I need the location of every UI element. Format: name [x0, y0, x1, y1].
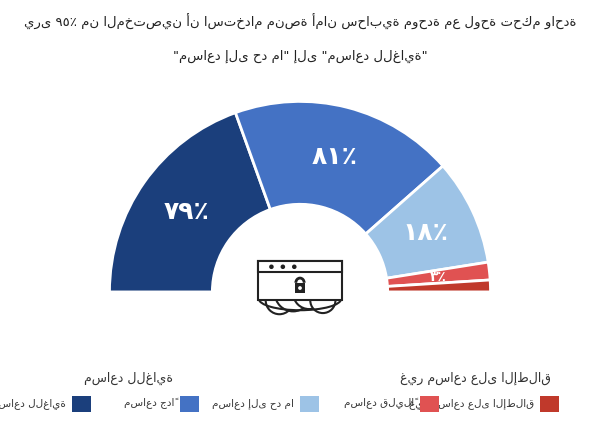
Circle shape	[269, 264, 274, 269]
Text: غير مساعد على الإطلاق: غير مساعد على الإطلاق	[400, 372, 551, 385]
Wedge shape	[386, 262, 490, 286]
Text: يرى ٩٥٪ من المختصين أن استخدام منصة أمان سحابية موحدة مع لوحة تحكم واحدة: يرى ٩٥٪ من المختصين أن استخدام منصة أمان…	[24, 14, 576, 30]
Bar	[258, 261, 342, 272]
Text: ٧٩٪: ٧٩٪	[163, 200, 209, 224]
Circle shape	[293, 277, 325, 309]
FancyBboxPatch shape	[540, 396, 559, 412]
Circle shape	[310, 288, 335, 313]
Text: ٣٪: ٣٪	[430, 270, 446, 283]
Circle shape	[212, 204, 388, 380]
Text: مساعد للغاية: مساعد للغاية	[0, 398, 66, 409]
FancyBboxPatch shape	[180, 396, 199, 412]
Circle shape	[298, 286, 302, 290]
Text: ٨١٪: ٨١٪	[311, 145, 358, 169]
FancyBboxPatch shape	[300, 396, 319, 412]
FancyBboxPatch shape	[72, 396, 91, 412]
Wedge shape	[235, 102, 443, 234]
Circle shape	[281, 264, 285, 269]
Text: مساعد قليلاً: مساعد قليلاً	[344, 398, 414, 409]
Text: غير مساعد على الإطلاق: غير مساعد على الإطلاق	[409, 398, 534, 409]
Wedge shape	[388, 280, 491, 292]
FancyBboxPatch shape	[420, 396, 439, 412]
Circle shape	[266, 287, 293, 314]
Circle shape	[292, 264, 296, 269]
Circle shape	[275, 275, 311, 312]
Wedge shape	[109, 113, 271, 292]
Text: ١٨٪: ١٨٪	[403, 221, 449, 245]
Wedge shape	[366, 166, 488, 278]
Text: مساعد جداً: مساعد جداً	[124, 398, 174, 409]
Bar	[258, 261, 342, 300]
Text: "مساعد إلى حد ما" إلى "مساعد للغاية": "مساعد إلى حد ما" إلى "مساعد للغاية"	[173, 50, 427, 63]
Text: مساعد للغاية: مساعد للغاية	[84, 372, 173, 385]
Text: مساعد إلى حد ما: مساعد إلى حد ما	[212, 398, 294, 409]
Bar	[266, 299, 335, 320]
Bar	[295, 283, 305, 293]
